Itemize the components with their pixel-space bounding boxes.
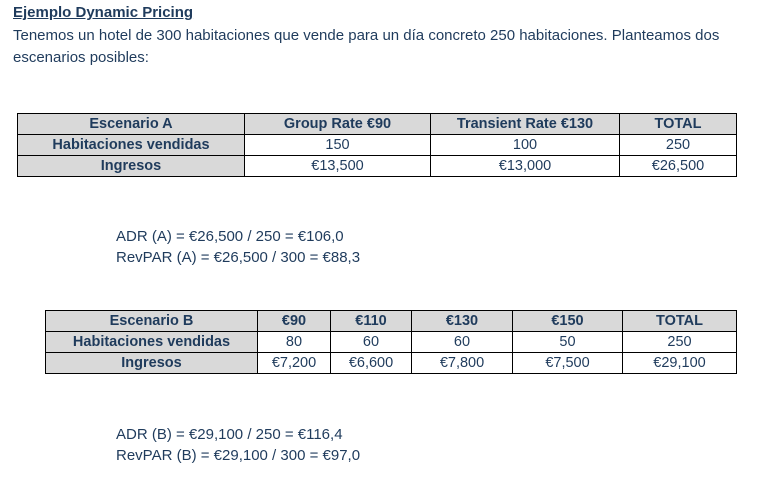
table-cell: 80 [257,331,331,353]
scenario-a-table: Escenario A Group Rate €90 Transient Rat… [17,113,737,177]
table-cell: 150 [244,134,431,156]
scenario-b-table: Escenario B €90 €110 €130 €150 TOTAL Hab… [45,310,737,374]
table-cell: 100 [430,134,620,156]
header-cell: Escenario A [17,113,245,135]
row-label: Ingresos [45,352,258,374]
table-cell: €13,500 [244,155,431,177]
table-cell: €7,800 [411,352,513,374]
header-cell: €90 [257,310,331,332]
adr-formula-a: ADR (A) = €26,500 / 250 = €106,0 [116,228,344,245]
row-label: Habitaciones vendidas [17,134,245,156]
revpar-formula-b: RevPAR (B) = €29,100 / 300 = €97,0 [116,447,361,464]
table-cell: 60 [330,331,412,353]
table-row: Ingresos €13,500 €13,000 €26,500 [17,155,737,177]
table-header-row: Escenario B €90 €110 €130 €150 TOTAL [45,310,737,332]
header-cell: Group Rate €90 [244,113,431,135]
table-cell: €7,200 [257,352,331,374]
scenario-a-formulas: ADR (A) = €26,500 / 250 = €106,0 RevPAR … [116,226,360,268]
table-row: Habitaciones vendidas 150 100 250 [17,134,737,156]
table-cell: €7,500 [512,352,623,374]
header-cell: €150 [512,310,623,332]
intro-paragraph: Tenemos un hotel de 300 habitaciones que… [13,27,720,66]
table-cell: 250 [622,331,737,353]
revpar-formula-a: RevPAR (A) = €26,500 / 300 = €88,3 [116,249,361,266]
table-cell: €6,600 [330,352,412,374]
header-cell: Escenario B [45,310,258,332]
row-label: Habitaciones vendidas [45,331,258,353]
page-title: Ejemplo Dynamic Pricing [13,4,194,21]
header-cell: €110 [330,310,412,332]
header-cell: TOTAL [619,113,737,135]
table-header-row: Escenario A Group Rate €90 Transient Rat… [17,113,737,135]
adr-formula-b: ADR (B) = €29,100 / 250 = €116,4 [116,426,343,443]
header-cell: TOTAL [622,310,737,332]
header-cell: Transient Rate €130 [430,113,620,135]
table-cell: 50 [512,331,623,353]
scenario-b-formulas: ADR (B) = €29,100 / 250 = €116,4 RevPAR … [116,424,360,466]
header-cell: €130 [411,310,513,332]
table-cell: 250 [619,134,737,156]
row-label: Ingresos [17,155,245,177]
table-cell: €13,000 [430,155,620,177]
table-cell: €26,500 [619,155,737,177]
table-cell: €29,100 [622,352,737,374]
table-cell: 60 [411,331,513,353]
table-row: Ingresos €7,200 €6,600 €7,800 €7,500 €29… [45,352,737,374]
table-row: Habitaciones vendidas 80 60 60 50 250 [45,331,737,353]
